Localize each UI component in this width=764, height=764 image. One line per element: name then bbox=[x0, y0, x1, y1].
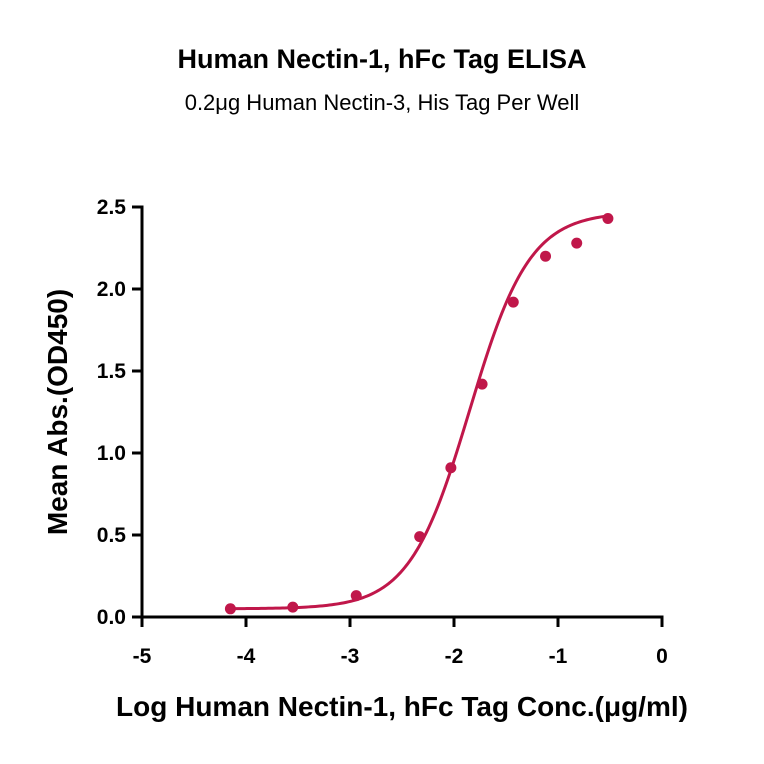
x-tick-label: -5 bbox=[133, 645, 152, 668]
x-tick-label: -4 bbox=[237, 645, 256, 668]
x-tick-label: -1 bbox=[549, 645, 568, 668]
y-tick-label: 1.5 bbox=[97, 360, 127, 383]
chart-subtitle: 0.2μg Human Nectin-3, His Tag Per Well bbox=[184, 90, 580, 115]
data-point bbox=[476, 378, 488, 390]
axes: -5 -4 -3 -2 -1 0 0.0 0.5 1.0 1.5 2.0 2.5 bbox=[97, 196, 668, 668]
y-tick-label: 2.0 bbox=[97, 278, 126, 301]
data-point bbox=[602, 212, 614, 224]
y-tick-label: 0.5 bbox=[97, 524, 127, 547]
data-point bbox=[350, 590, 362, 602]
x-axis-title: Log Human Nectin-1, hFc Tag Conc.(μg/ml) bbox=[116, 691, 688, 722]
y-tick-label: 1.0 bbox=[97, 442, 126, 465]
data-points-layer bbox=[224, 212, 614, 615]
x-tick-label: -3 bbox=[341, 645, 360, 668]
data-point bbox=[287, 601, 299, 613]
chart-title: Human Nectin-1, hFc Tag ELISA bbox=[177, 44, 587, 74]
x-tick-label: -2 bbox=[445, 645, 464, 668]
fit-curve-layer bbox=[230, 214, 609, 611]
y-axis-title: Mean Abs.(OD450) bbox=[42, 289, 73, 535]
data-point bbox=[414, 531, 426, 543]
y-tick-label: 2.5 bbox=[97, 196, 127, 219]
data-point bbox=[507, 296, 519, 308]
fit-curve bbox=[230, 214, 609, 611]
data-point bbox=[571, 237, 583, 249]
y-tick-label: 0.0 bbox=[97, 606, 126, 629]
data-point bbox=[540, 250, 552, 262]
data-point bbox=[445, 462, 457, 474]
x-tick-label: 0 bbox=[656, 645, 668, 668]
data-point bbox=[224, 603, 236, 615]
